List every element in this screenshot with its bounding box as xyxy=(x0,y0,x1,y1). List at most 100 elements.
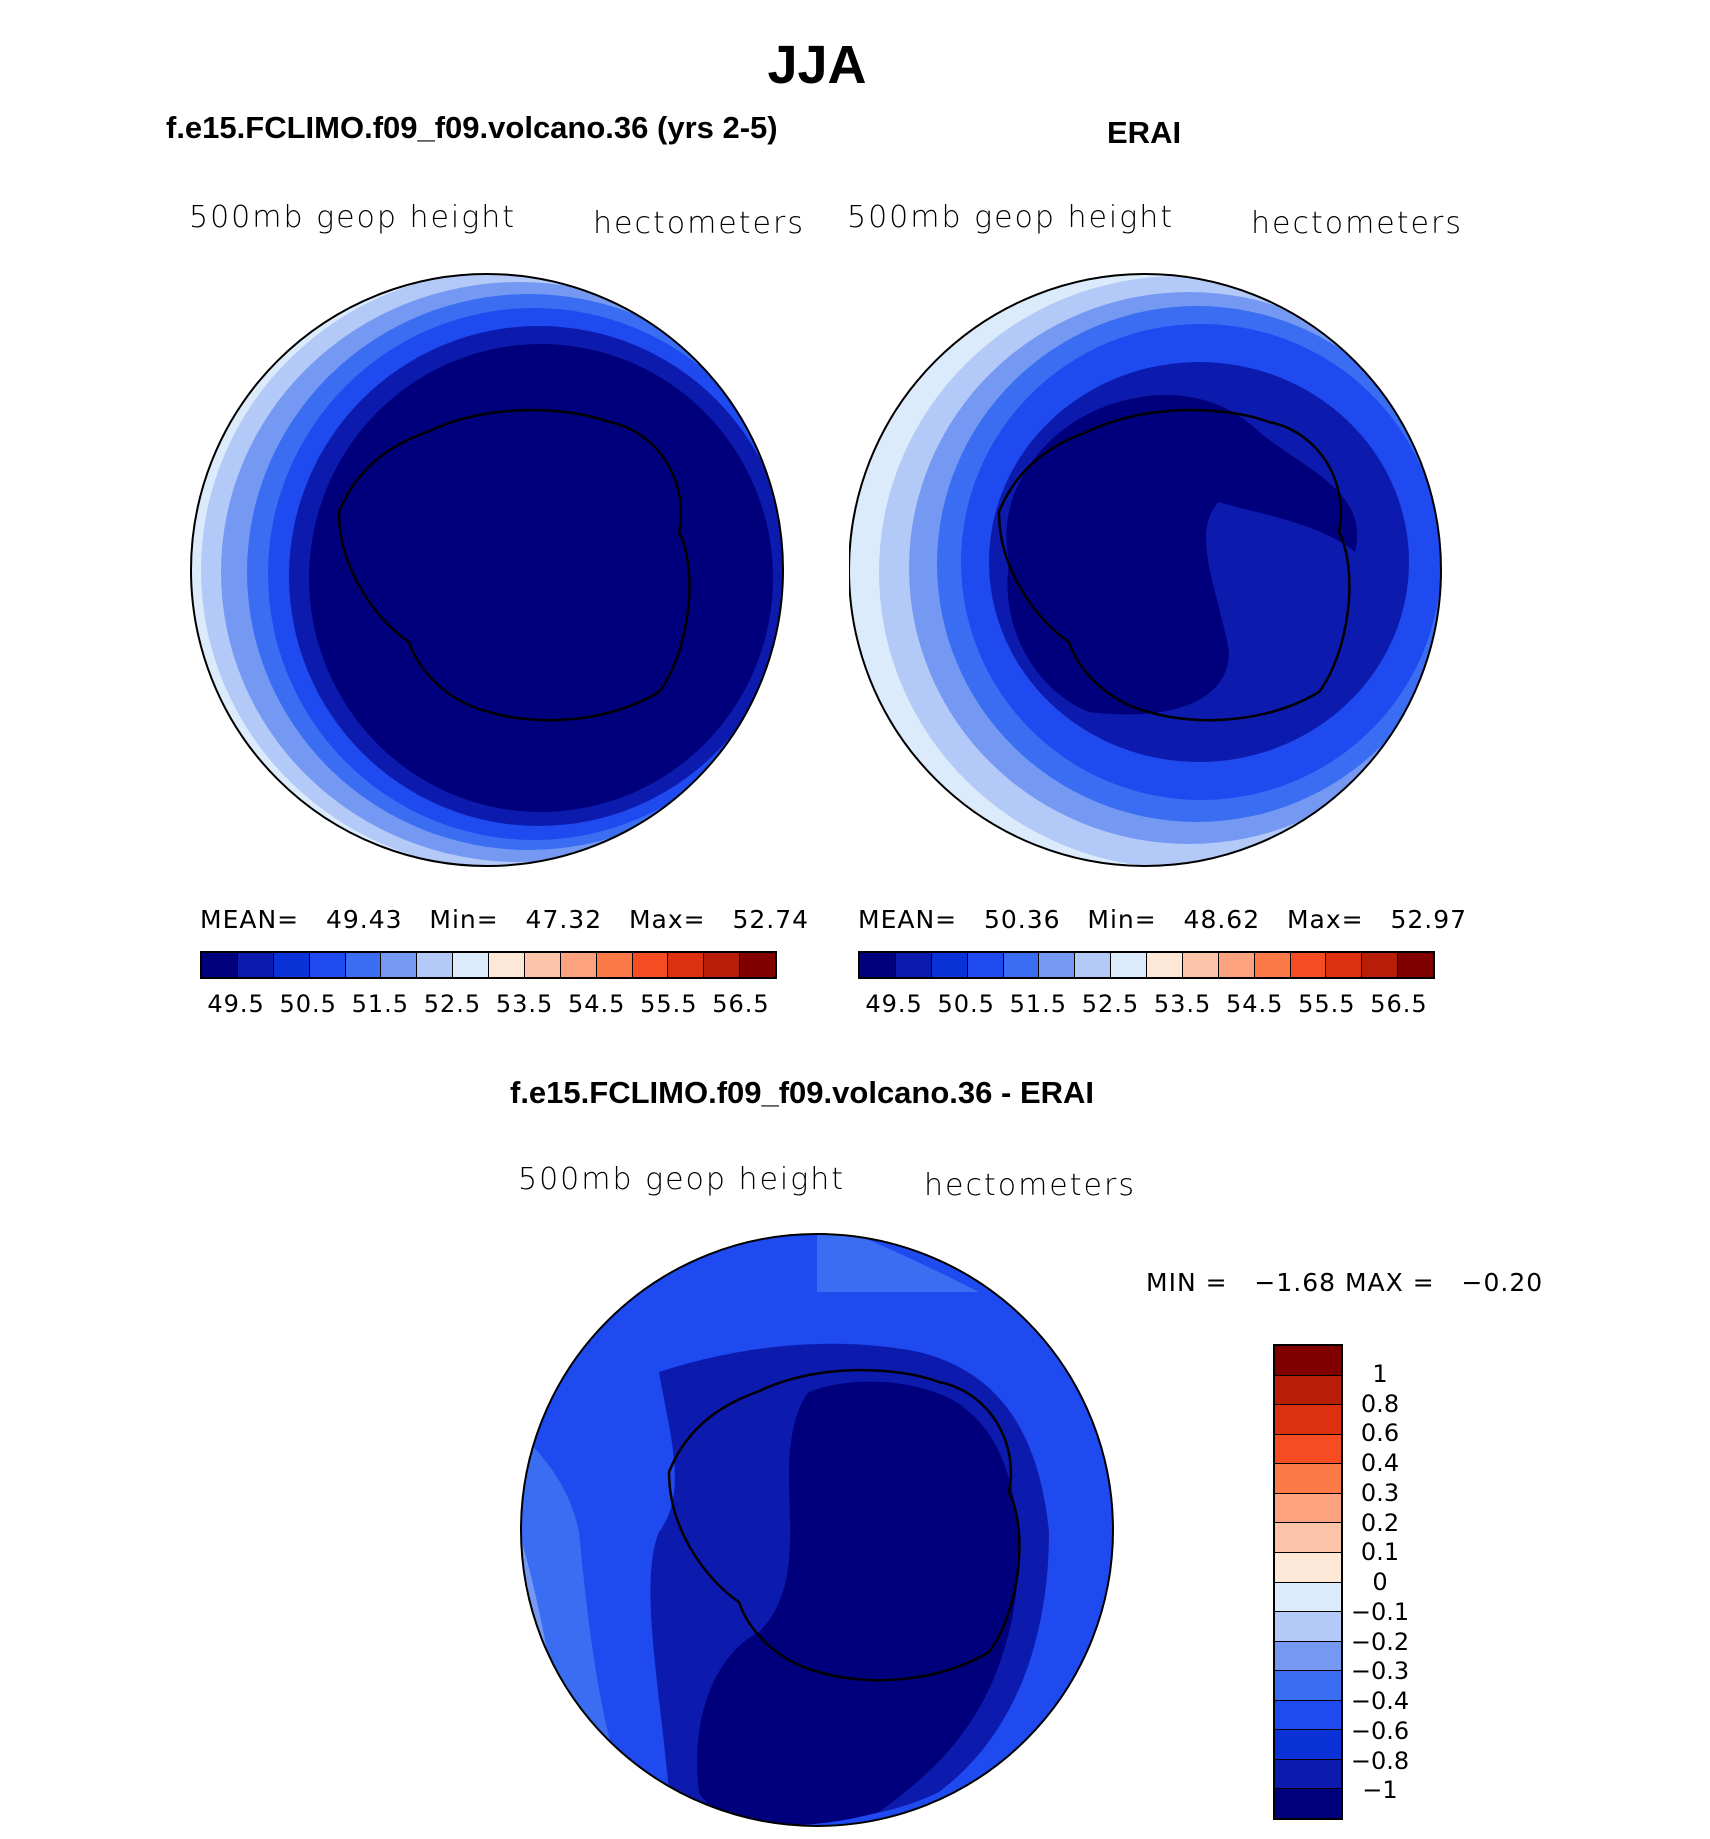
colorbar-swatch xyxy=(1275,1582,1341,1613)
colorbar-swatch xyxy=(931,953,968,977)
main-title: JJA xyxy=(767,35,867,95)
colorbar-swatch xyxy=(381,953,418,977)
colorbar-tick-label: −1 xyxy=(1362,1776,1398,1805)
colorbar-tick-label: 0.6 xyxy=(1360,1419,1400,1448)
panel3-field-label: 500mb geop height xyxy=(518,1162,846,1197)
panel1-colorbar-ticks: 49.5 50.5 51.5 52.5 53.5 54.5 55.5 56.5 xyxy=(200,990,777,1020)
colorbar-tick-label: 56.5 xyxy=(712,990,770,1018)
colorbar-swatch xyxy=(1275,1523,1341,1553)
panel2-colorbar-ticks: 49.5 50.5 51.5 52.5 53.5 54.5 55.5 56.5 xyxy=(858,990,1435,1020)
colorbar-swatch xyxy=(1039,953,1076,977)
colorbar-swatch xyxy=(1275,1552,1341,1583)
colorbar-tick-label: −0.8 xyxy=(1350,1746,1410,1775)
panel3-title: f.e15.FCLIMO.f09_f09.volcano.36 - ERAI xyxy=(510,1075,1095,1110)
colorbar-tick-label: 1 xyxy=(1372,1359,1388,1388)
colorbar-swatch xyxy=(1003,953,1040,977)
panel1-colorbar xyxy=(200,951,777,979)
colorbar-swatch xyxy=(740,953,775,977)
panel2-map xyxy=(849,273,1442,867)
panel3-colorbar-ticks: 1 0.8 0.6 0.4 0.3 0.2 0.1 0 −0.1 −0.2 −0.3 −0.4 −0.6… xyxy=(1351,1344,1460,1820)
colorbar-tick-label: 49.5 xyxy=(865,990,923,1018)
colorbar-tick-label: 56.5 xyxy=(1370,990,1428,1018)
colorbar-swatch xyxy=(345,953,382,977)
colorbar-swatch xyxy=(1275,1612,1341,1642)
panel3-stats: MIN = −1.68 MAX = −0.20 xyxy=(1146,1268,1544,1297)
colorbar-swatch xyxy=(1275,1700,1341,1731)
colorbar-swatch xyxy=(860,953,896,977)
colorbar-tick-label: 52.5 xyxy=(423,990,482,1018)
panel2-units-label: hectometers xyxy=(1251,206,1463,241)
colorbar-swatch xyxy=(1275,1405,1341,1435)
colorbar-tick-label: −0.6 xyxy=(1350,1716,1410,1745)
colorbar-tick-label: 55.5 xyxy=(1298,990,1356,1018)
colorbar-tick-label: 0.1 xyxy=(1360,1538,1400,1567)
colorbar-swatch xyxy=(524,953,561,977)
colorbar-swatch xyxy=(453,953,489,977)
panel1-map xyxy=(190,273,784,867)
panel1-field-label: 500mb geop height xyxy=(189,200,517,235)
colorbar-tick-label: −0.1 xyxy=(1350,1597,1410,1626)
colorbar-tick-label: 53.5 xyxy=(495,990,554,1018)
colorbar-swatch xyxy=(1275,1464,1341,1494)
colorbar-tick-label: 51.5 xyxy=(351,990,410,1018)
colorbar-tick-label: 50.5 xyxy=(279,990,337,1018)
panel1-title: f.e15.FCLIMO.f09_f09.volcano.36 (yrs 2-5… xyxy=(166,110,778,145)
colorbar-swatch xyxy=(1290,953,1327,977)
colorbar-swatch xyxy=(1275,1434,1341,1465)
colorbar-tick-label: 50.5 xyxy=(937,990,995,1018)
colorbar-tick-label: 51.5 xyxy=(1009,990,1068,1018)
colorbar-swatch xyxy=(895,953,932,977)
panel3-units-label: hectometers xyxy=(924,1168,1136,1203)
colorbar-swatch xyxy=(309,953,346,977)
colorbar-tick-label: 0.8 xyxy=(1360,1389,1400,1418)
colorbar-swatch xyxy=(1182,953,1219,977)
panel2-title: ERAI xyxy=(1107,115,1182,150)
colorbar-swatch xyxy=(1326,953,1363,977)
colorbar-swatch xyxy=(1147,953,1183,977)
colorbar-tick-label: 49.5 xyxy=(207,990,265,1018)
colorbar-tick-label: 53.5 xyxy=(1153,990,1212,1018)
panel2-field-label: 500mb geop height xyxy=(847,200,1175,235)
colorbar-swatch xyxy=(273,953,310,977)
colorbar-swatch xyxy=(1075,953,1112,977)
colorbar-tick-label: 54.5 xyxy=(1225,990,1284,1018)
colorbar-tick-label: 0.3 xyxy=(1360,1478,1400,1507)
colorbar-swatch xyxy=(632,953,669,977)
colorbar-swatch xyxy=(1362,953,1399,977)
colorbar-tick-label: 54.5 xyxy=(567,990,626,1018)
colorbar-swatch xyxy=(704,953,741,977)
panel2-stats: MEAN= 50.36 Min= 48.62 Max= 52.97 xyxy=(858,905,1468,934)
colorbar-swatch xyxy=(1275,1493,1341,1524)
colorbar-swatch xyxy=(237,953,274,977)
colorbar-swatch xyxy=(417,953,454,977)
colorbar-swatch xyxy=(489,953,525,977)
colorbar-swatch xyxy=(1275,1346,1341,1376)
colorbar-swatch xyxy=(1111,953,1147,977)
panel2-colorbar xyxy=(858,951,1435,979)
colorbar-swatch xyxy=(668,953,705,977)
colorbar-tick-label: −0.3 xyxy=(1350,1657,1410,1686)
colorbar-swatch xyxy=(1398,953,1433,977)
colorbar-swatch xyxy=(967,953,1004,977)
colorbar-swatch xyxy=(1275,1641,1341,1672)
colorbar-swatch xyxy=(1254,953,1291,977)
colorbar-tick-label: −0.4 xyxy=(1350,1687,1410,1715)
colorbar-tick-label: 0.4 xyxy=(1360,1449,1400,1477)
colorbar-swatch xyxy=(1275,1375,1341,1406)
colorbar-tick-label: 52.5 xyxy=(1081,990,1140,1018)
colorbar-tick-label: −0.2 xyxy=(1350,1627,1410,1656)
panel1-units-label: hectometers xyxy=(593,206,805,241)
panel1-stats: MEAN= 49.43 Min= 47.32 Max= 52.74 xyxy=(200,905,810,934)
colorbar-swatch xyxy=(596,953,633,977)
colorbar-tick-label: 0.2 xyxy=(1360,1508,1400,1537)
colorbar-tick-label: 0 xyxy=(1372,1568,1388,1596)
colorbar-swatch xyxy=(1218,953,1255,977)
panel3-map xyxy=(520,1233,1114,1827)
colorbar-swatch xyxy=(560,953,597,977)
colorbar-swatch xyxy=(1275,1671,1341,1701)
colorbar-swatch xyxy=(202,953,238,977)
colorbar-tick-label: 55.5 xyxy=(640,990,698,1018)
colorbar-swatch xyxy=(1275,1789,1341,1818)
panel3-colorbar xyxy=(1273,1344,1343,1820)
colorbar-swatch xyxy=(1275,1730,1341,1760)
